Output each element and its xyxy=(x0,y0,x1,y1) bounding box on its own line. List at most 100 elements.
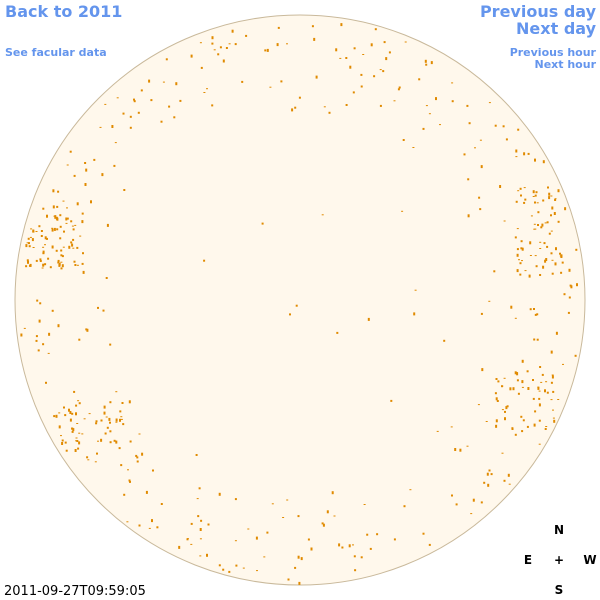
facula-speck xyxy=(515,156,518,158)
facula-speck xyxy=(105,277,108,279)
facula-speck xyxy=(44,263,47,266)
facula-speck xyxy=(190,54,193,58)
facula-speck xyxy=(322,523,325,527)
facula-speck xyxy=(42,250,45,254)
facula-speck xyxy=(35,259,38,262)
facula-speck xyxy=(313,37,316,41)
facula-speck xyxy=(515,200,518,203)
facula-speck xyxy=(494,124,497,127)
facula-speck xyxy=(195,454,198,456)
facula-speck xyxy=(291,108,294,112)
facula-speck xyxy=(533,228,536,230)
facula-speck xyxy=(543,242,546,245)
facula-speck xyxy=(40,230,43,232)
facula-speck xyxy=(557,399,560,400)
facula-speck xyxy=(95,420,98,423)
facula-speck xyxy=(538,403,541,407)
facula-speck xyxy=(536,338,539,341)
facula-speck xyxy=(219,46,222,49)
facula-speck xyxy=(57,259,60,262)
facula-speck xyxy=(247,528,250,530)
facula-speck xyxy=(508,483,511,485)
facula-speck xyxy=(352,544,354,546)
facula-speck xyxy=(69,418,72,422)
facula-speck xyxy=(37,349,40,352)
facula-speck xyxy=(52,205,55,209)
facula-speck xyxy=(138,524,141,527)
facula-speck xyxy=(428,543,431,546)
facula-speck xyxy=(516,269,519,273)
facula-speck xyxy=(53,227,56,231)
facula-speck xyxy=(487,483,490,487)
facula-speck xyxy=(78,432,81,434)
facula-speck xyxy=(360,556,363,559)
facula-speck xyxy=(53,415,56,418)
facula-speck xyxy=(63,230,65,233)
facula-speck xyxy=(71,225,74,227)
data-link[interactable]: See facular data xyxy=(5,46,107,59)
facula-speck xyxy=(333,515,336,517)
facula-speck xyxy=(451,494,453,497)
facula-speck xyxy=(560,255,563,258)
facula-speck xyxy=(241,80,244,83)
facula-speck xyxy=(470,513,473,515)
facula-speck xyxy=(120,418,123,420)
next-hour-link[interactable]: Next hour xyxy=(535,58,597,71)
facula-speck xyxy=(370,43,373,47)
facula-speck xyxy=(148,79,151,83)
facula-speck xyxy=(74,224,77,226)
facula-speck xyxy=(542,265,545,269)
facula-speck xyxy=(503,479,506,482)
facula-speck xyxy=(47,257,50,260)
facula-speck xyxy=(128,400,131,404)
facula-speck xyxy=(363,504,366,505)
facula-speck xyxy=(353,555,356,558)
facula-speck xyxy=(59,214,62,217)
facula-speck xyxy=(64,441,67,444)
facula-speck xyxy=(443,339,446,342)
facula-speck xyxy=(505,138,508,141)
facula-speck xyxy=(217,53,220,56)
facula-speck xyxy=(199,42,202,44)
facula-speck xyxy=(463,153,466,156)
facula-speck xyxy=(152,469,154,472)
facula-speck xyxy=(48,332,51,336)
facula-speck xyxy=(466,104,469,107)
back-link[interactable]: Back to 2011 xyxy=(5,2,122,21)
facula-speck xyxy=(455,503,458,506)
facula-speck xyxy=(127,469,129,471)
prev-day-link[interactable]: Previous day xyxy=(480,2,597,21)
facula-speck xyxy=(517,392,520,395)
facula-speck xyxy=(367,317,370,321)
facula-speck xyxy=(235,564,238,567)
facula-speck xyxy=(115,391,118,393)
facula-speck xyxy=(352,91,355,94)
facula-speck xyxy=(379,104,382,107)
facula-speck xyxy=(61,439,64,442)
facula-speck xyxy=(504,417,506,421)
facula-speck xyxy=(544,428,547,430)
facula-speck xyxy=(307,538,310,541)
facula-speck xyxy=(467,178,470,181)
facula-speck xyxy=(206,88,208,90)
next-day-link[interactable]: Next day xyxy=(516,19,597,38)
facula-speck xyxy=(574,354,577,357)
facula-speck xyxy=(99,126,102,128)
facula-speck xyxy=(467,214,470,218)
prev-hour-link[interactable]: Previous hour xyxy=(510,46,597,59)
facula-speck xyxy=(554,199,557,201)
facula-speck xyxy=(38,319,41,323)
facula-speck xyxy=(72,238,75,241)
facula-speck xyxy=(536,202,539,204)
facula-speck xyxy=(518,259,520,261)
facula-speck xyxy=(52,189,55,193)
facula-speck xyxy=(151,519,153,523)
facula-speck xyxy=(468,122,471,125)
facula-speck xyxy=(535,191,538,194)
facula-speck xyxy=(360,73,363,76)
facula-speck xyxy=(335,48,338,52)
facula-speck xyxy=(51,245,54,249)
facula-speck xyxy=(472,498,475,502)
facula-speck xyxy=(501,452,504,454)
facula-speck xyxy=(349,65,352,69)
